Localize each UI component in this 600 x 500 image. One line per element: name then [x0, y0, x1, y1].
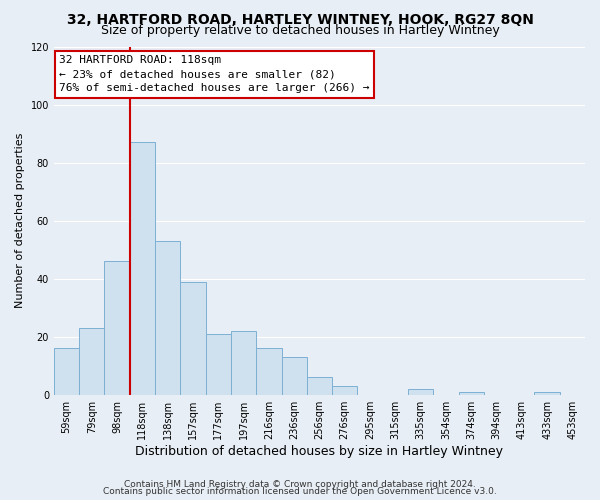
Bar	[458, 392, 484, 394]
Bar	[281, 357, 307, 395]
Text: Size of property relative to detached houses in Hartley Wintney: Size of property relative to detached ho…	[101, 24, 499, 37]
Bar	[181, 282, 206, 395]
Text: Contains public sector information licensed under the Open Government Licence v3: Contains public sector information licen…	[103, 487, 497, 496]
X-axis label: Distribution of detached houses by size in Hartley Wintney: Distribution of detached houses by size …	[136, 444, 503, 458]
Bar	[206, 334, 231, 394]
Text: Contains HM Land Registry data © Crown copyright and database right 2024.: Contains HM Land Registry data © Crown c…	[124, 480, 476, 489]
Y-axis label: Number of detached properties: Number of detached properties	[15, 133, 25, 308]
Text: 32 HARTFORD ROAD: 118sqm
← 23% of detached houses are smaller (82)
76% of semi-d: 32 HARTFORD ROAD: 118sqm ← 23% of detach…	[59, 55, 370, 93]
Bar	[155, 241, 181, 394]
Bar	[79, 328, 104, 394]
Bar	[307, 378, 332, 394]
Bar	[256, 348, 281, 395]
Bar	[54, 348, 79, 395]
Bar	[130, 142, 155, 394]
Bar	[332, 386, 358, 394]
Bar	[408, 389, 433, 394]
Bar	[104, 261, 130, 394]
Text: 32, HARTFORD ROAD, HARTLEY WINTNEY, HOOK, RG27 8QN: 32, HARTFORD ROAD, HARTLEY WINTNEY, HOOK…	[67, 12, 533, 26]
Bar	[231, 331, 256, 394]
Bar	[535, 392, 560, 394]
